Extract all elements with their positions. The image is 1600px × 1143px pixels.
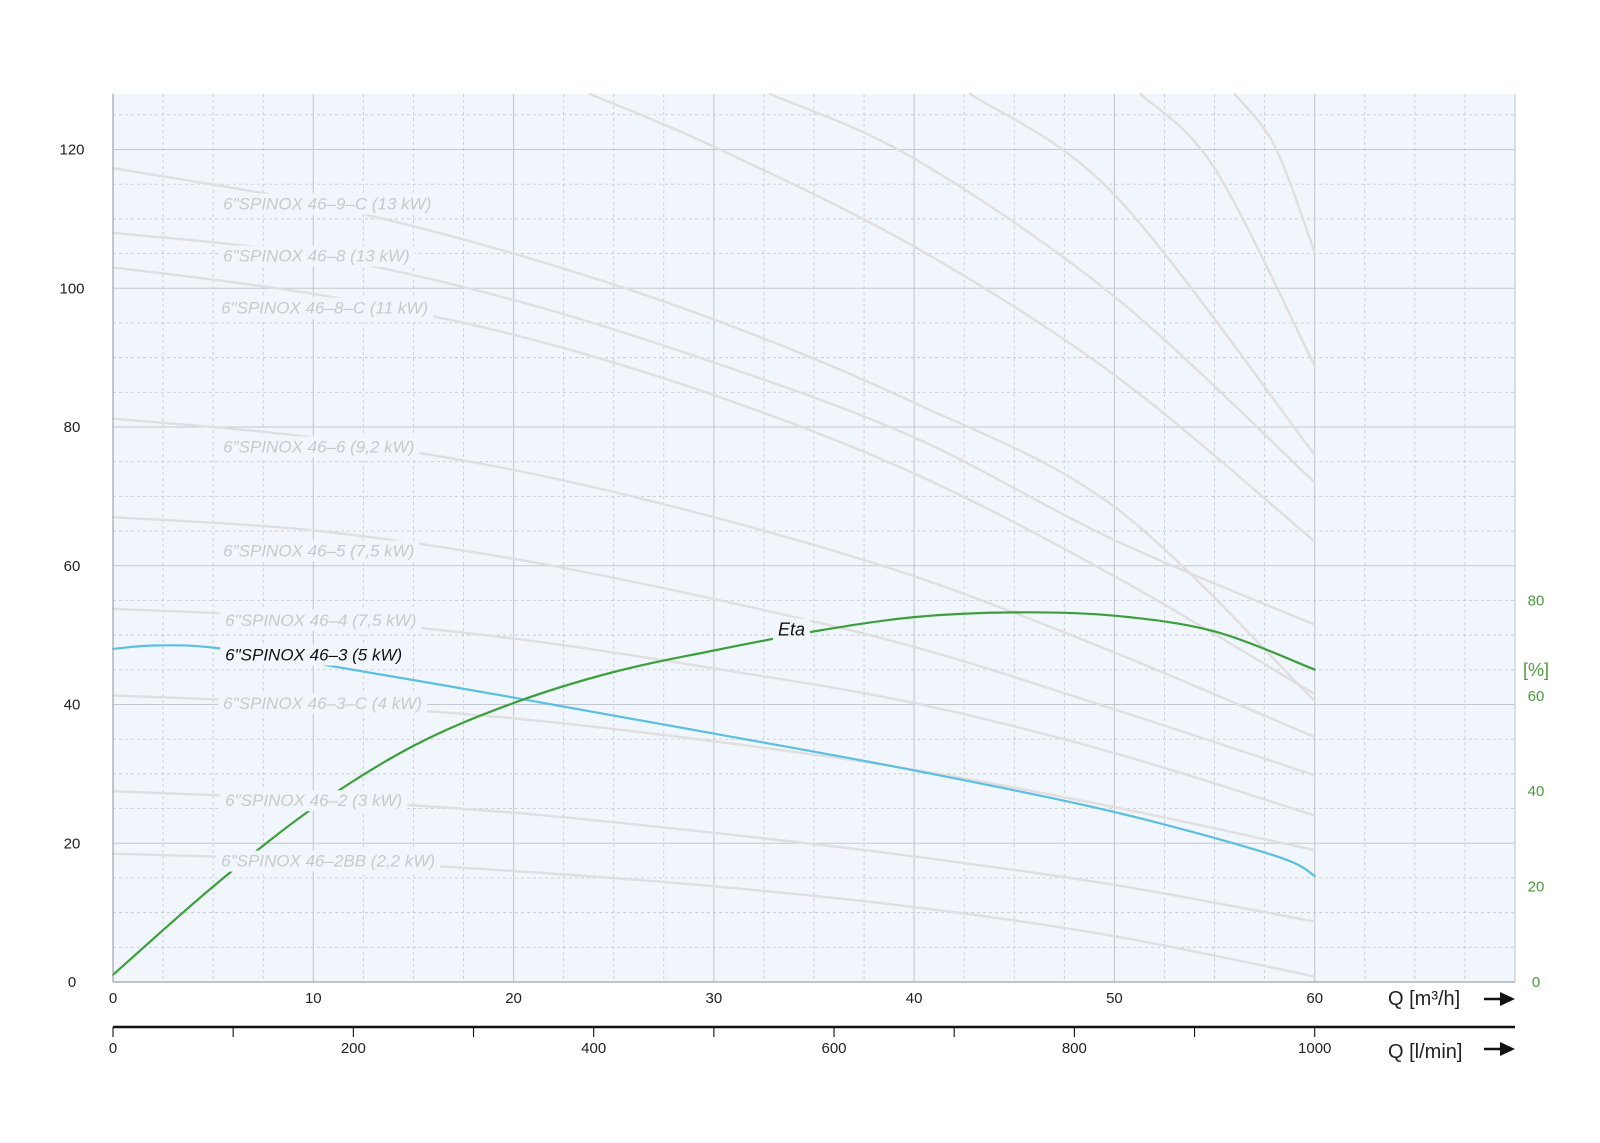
label-backdrop bbox=[216, 850, 441, 872]
y-tick-label: 80 bbox=[64, 419, 81, 436]
x2-tick-label: 0 bbox=[109, 1040, 117, 1057]
pump-curve bbox=[111, 266, 1316, 696]
pump-curve-label: 6"SPINOX 46–5 (7,5 kW) bbox=[223, 541, 414, 560]
pump-curve-label: 6"SPINOX 46–6 (9,2 kW) bbox=[223, 437, 414, 456]
highlighted-pump-curve bbox=[111, 644, 1316, 877]
pump-curve-label: 6"SPINOX 46–2 (3 kW) bbox=[225, 791, 402, 810]
x2-tick-label: 800 bbox=[1062, 1040, 1087, 1057]
y-tick-label: 100 bbox=[59, 280, 84, 297]
label-backdrop bbox=[218, 436, 420, 458]
y2-tick-label: 80 bbox=[1528, 592, 1545, 609]
x-tick-label: 0 bbox=[109, 990, 117, 1007]
efficiency-curve bbox=[111, 611, 1316, 976]
x-tick-label: 50 bbox=[1106, 990, 1123, 1007]
y-tick-label: 20 bbox=[64, 835, 81, 852]
pump-curve bbox=[1139, 92, 1316, 368]
pump-curve-label: 6"SPINOX 46–2BB (2,2 kW) bbox=[221, 852, 435, 871]
pump-curve-label: 6"SPINOX 46–3–C (4 kW) bbox=[223, 694, 422, 713]
curve-labels: 6"SPINOX 46–2BB (2,2 kW) 6"SPINOX 46–2 (3… bbox=[216, 193, 810, 872]
grid bbox=[113, 94, 1516, 982]
x2-tick-label: 200 bbox=[341, 1040, 366, 1057]
pump-curve bbox=[111, 516, 1316, 777]
y-tick-label: 120 bbox=[59, 142, 84, 159]
x2-tick-label: 600 bbox=[822, 1040, 847, 1057]
label-backdrop bbox=[218, 693, 427, 715]
y2-axis-title: [%] bbox=[1523, 660, 1549, 680]
x-tick-label: 30 bbox=[706, 990, 723, 1007]
pump-curve-label: 6"SPINOX 46–8–C (11 kW) bbox=[221, 299, 428, 318]
label-backdrop bbox=[218, 193, 437, 215]
label-backdrop bbox=[218, 540, 420, 562]
x2-axis-title: Q [l/min] bbox=[1388, 1041, 1462, 1063]
x2-tick-label: 400 bbox=[581, 1040, 606, 1057]
y2-tick-label: 60 bbox=[1528, 688, 1545, 705]
x-tick-label: 20 bbox=[505, 990, 522, 1007]
efficiency-label: Eta bbox=[778, 620, 805, 640]
y-tick-label: 0 bbox=[68, 974, 76, 991]
pump-curve bbox=[768, 92, 1316, 484]
x-axis-title: Q [m³/h] bbox=[1388, 988, 1460, 1010]
x2-tick-label: 1000 bbox=[1298, 1040, 1331, 1057]
y2-tick-label: 0 bbox=[1532, 974, 1540, 991]
pump-curve-label: 6"SPINOX 46–4 (7,5 kW) bbox=[225, 611, 416, 630]
pump-curve-label: 6"SPINOX 46–9–C (13 kW) bbox=[223, 195, 431, 214]
label-backdrop bbox=[220, 609, 422, 631]
x-tick-label: 40 bbox=[906, 990, 923, 1007]
label-backdrop bbox=[220, 790, 408, 812]
highlighted-pump-label: 6"SPINOX 46–3 (5 kW) bbox=[225, 646, 402, 665]
pump-curve bbox=[588, 92, 1316, 543]
pump-curve bbox=[1233, 92, 1316, 254]
label-backdrop bbox=[220, 644, 408, 666]
x-tick-label: 10 bbox=[305, 990, 322, 1007]
y-tick-label: 40 bbox=[64, 697, 81, 714]
label-backdrop bbox=[772, 618, 810, 641]
y-tick-label: 60 bbox=[64, 558, 81, 575]
label-backdrop bbox=[216, 297, 434, 319]
y2-tick-label: 20 bbox=[1528, 879, 1545, 896]
y2-tick-label: 40 bbox=[1528, 783, 1545, 800]
pump-curve bbox=[969, 92, 1316, 456]
x-tick-label: 60 bbox=[1306, 990, 1323, 1007]
x-axis-arrow bbox=[1484, 992, 1515, 1006]
pump-curve-label: 6"SPINOX 46–8 (13 kW) bbox=[223, 247, 410, 266]
label-backdrop bbox=[218, 245, 415, 267]
x2-axis-arrow bbox=[1484, 1042, 1515, 1056]
